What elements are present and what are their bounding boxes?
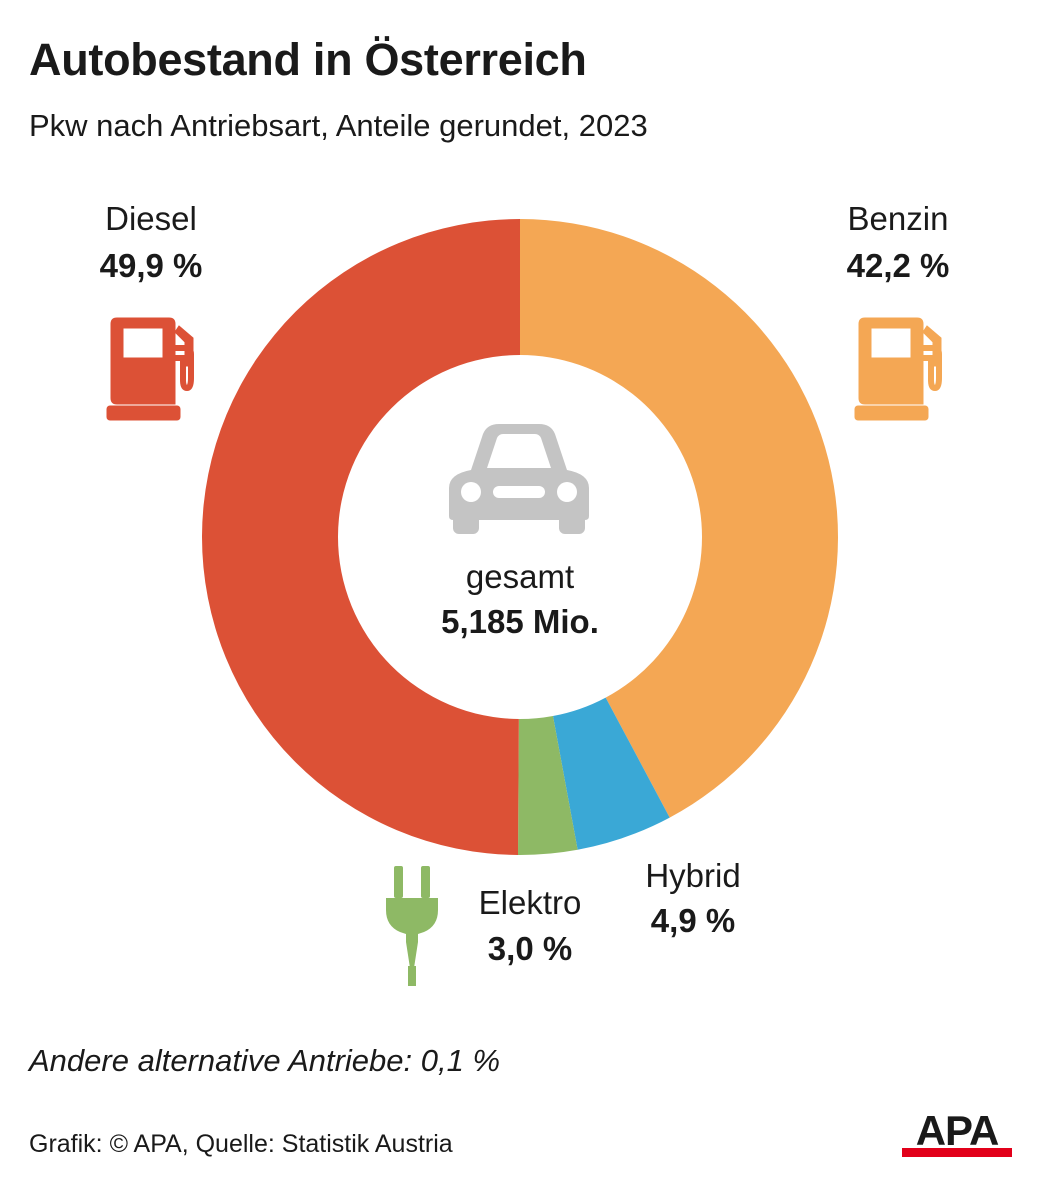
label-elektro-name: Elektro (479, 884, 582, 921)
slice-benzin (520, 219, 838, 818)
label-benzin-value: 42,2 % (847, 247, 950, 284)
center-label: gesamt (466, 558, 574, 595)
slice-diesel (202, 219, 520, 855)
label-diesel-value: 49,9 % (100, 247, 203, 284)
label-benzin-name: Benzin (848, 200, 949, 237)
slice-hybrid (552, 697, 670, 850)
fuel-pump-icon (106, 317, 194, 421)
apa-logo-text: APA (916, 1110, 999, 1154)
apa-logo: APA (902, 1110, 1012, 1157)
source-credit: Grafik: © APA, Quelle: Statistik Austria (29, 1130, 453, 1158)
donut-chart: Diesel 49,9 % Benzin 42,2 % Hybrid 4,9 %… (100, 200, 950, 986)
slice-elektro (518, 715, 578, 855)
chart-title: Autobestand in Österreich (29, 34, 587, 85)
label-diesel-name: Diesel (105, 200, 197, 237)
label-hybrid-value: 4,9 % (651, 902, 735, 939)
footnote: Andere alternative Antriebe: 0,1 % (29, 1043, 501, 1078)
label-hybrid-name: Hybrid (645, 857, 740, 894)
donut-slices (202, 219, 838, 855)
car-icon (449, 424, 589, 534)
electric-plug-icon (386, 866, 438, 986)
fuel-pump-icon (854, 317, 942, 421)
center-total: 5,185 Mio. (441, 603, 599, 640)
label-elektro-value: 3,0 % (488, 930, 572, 967)
chart-subtitle: Pkw nach Antriebsart, Anteile gerundet, … (29, 108, 648, 143)
